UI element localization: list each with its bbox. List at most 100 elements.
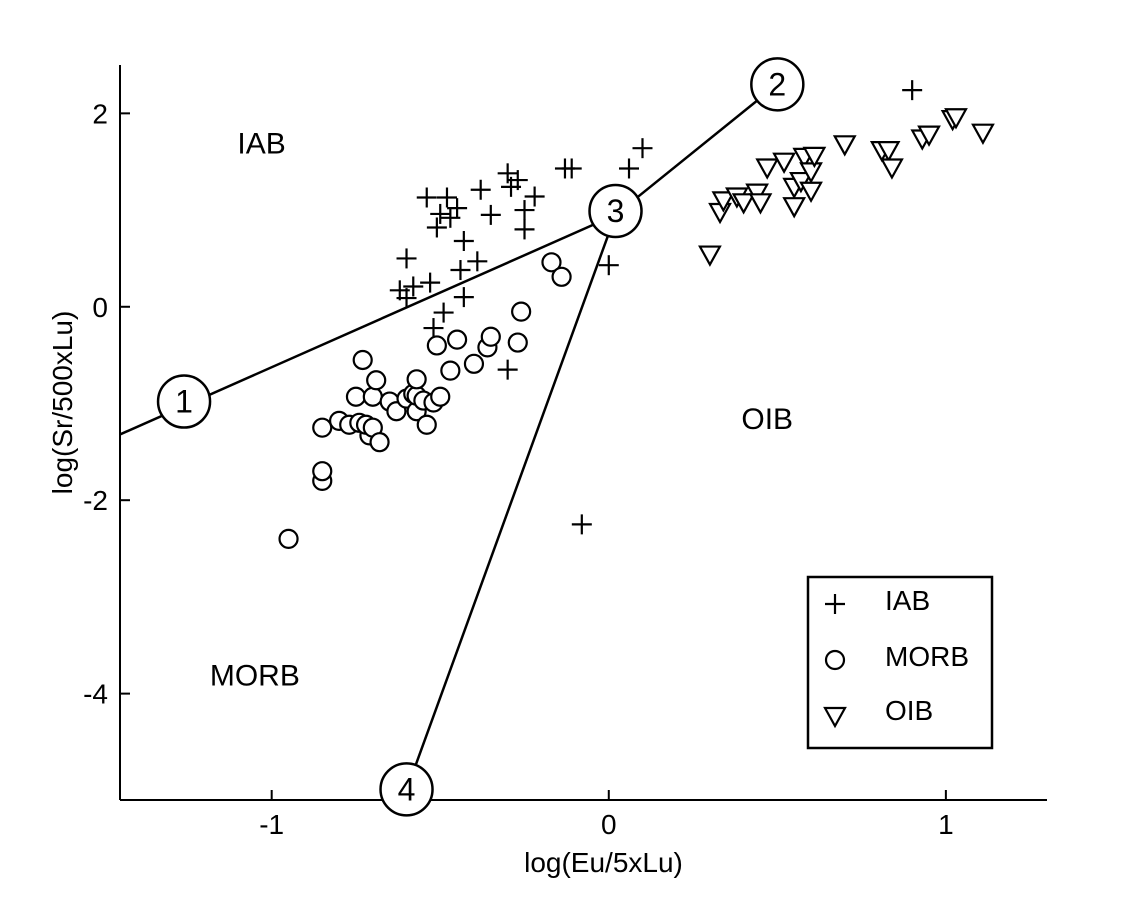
legend-label: OIB — [885, 695, 933, 726]
legend-entry-iab: IAB — [825, 585, 930, 616]
point-oib — [711, 191, 736, 213]
legend-marker — [824, 649, 846, 671]
point-oib — [708, 202, 732, 225]
point-iab — [632, 138, 653, 159]
x-tick-label: -1 — [259, 809, 284, 840]
point-morb — [541, 252, 562, 273]
region-label-morb: MORB — [210, 659, 300, 692]
x-axis-label: log(Eu/5xLu) — [524, 847, 683, 878]
point-morb — [480, 326, 501, 347]
series-oib — [698, 108, 995, 267]
point-oib — [772, 152, 796, 174]
boundary-line — [614, 83, 779, 216]
legend-marker — [825, 594, 845, 614]
point-iab — [514, 200, 535, 221]
point-oib — [880, 158, 904, 180]
point-iab — [453, 231, 474, 252]
field-marker-label: 2 — [768, 66, 786, 102]
point-morb — [366, 370, 387, 391]
point-iab — [470, 179, 491, 200]
field-marker-label: 4 — [398, 771, 416, 807]
point-iab — [396, 248, 417, 269]
point-oib — [971, 123, 995, 145]
point-morb — [430, 386, 451, 407]
point-iab — [598, 255, 619, 276]
field-markers: 1 2 3 4 — [156, 57, 805, 817]
point-iab — [423, 318, 444, 339]
point-iab — [561, 158, 582, 179]
point-iab — [571, 514, 592, 535]
data-points — [278, 80, 995, 549]
field-marker-circle — [156, 374, 212, 429]
point-oib — [876, 141, 901, 163]
point-oib — [799, 162, 823, 184]
point-iab — [436, 187, 457, 208]
point-oib — [782, 197, 807, 219]
point-oib — [832, 135, 857, 157]
point-iab — [619, 158, 640, 179]
legend-marker — [823, 706, 847, 729]
point-iab — [403, 276, 424, 297]
point-morb — [507, 332, 528, 353]
series-morb — [278, 252, 572, 549]
field-marker-4: 4 — [379, 762, 434, 817]
point-iab — [433, 302, 454, 323]
axes: -1 0 1 2 0 -2 -4 log(Eu/5xLu) log(Sr/500xLu) — [47, 65, 1047, 878]
legend-label: MORB — [885, 641, 969, 672]
point-oib — [755, 158, 780, 180]
point-morb — [352, 349, 373, 371]
point-oib — [944, 108, 968, 130]
legend: IAB MORB OIB — [806, 575, 994, 750]
point-morb — [446, 329, 468, 350]
legend-entry-morb: MORB — [824, 641, 969, 672]
point-iab — [420, 272, 441, 293]
point-oib — [731, 193, 756, 215]
x-tick-label: 0 — [601, 809, 617, 840]
legend-entry-oib: OIB — [823, 695, 933, 729]
boundary-line — [405, 214, 617, 791]
point-morb — [278, 528, 299, 549]
point-oib — [917, 125, 941, 147]
point-oib — [799, 181, 823, 203]
y-tick-label: 2 — [92, 98, 108, 129]
point-morb — [551, 266, 572, 287]
field-marker-label: 3 — [607, 193, 625, 229]
point-iab — [501, 176, 522, 197]
y-tick-label: 0 — [92, 292, 108, 323]
point-iab — [440, 207, 461, 228]
point-morb — [406, 369, 427, 390]
point-iab — [453, 287, 474, 308]
point-oib — [748, 193, 773, 215]
field-marker-2: 2 — [750, 57, 805, 112]
point-iab — [467, 251, 488, 272]
field-marker-1: 1 — [156, 374, 212, 429]
point-oib — [802, 146, 827, 169]
region-labels: IAB OIB MORB — [210, 127, 793, 692]
point-morb — [440, 360, 461, 381]
point-iab — [396, 288, 417, 309]
field-marker-circle — [750, 57, 805, 112]
field-marker-3: 3 — [588, 183, 643, 239]
point-morb — [426, 335, 447, 356]
point-iab — [430, 203, 451, 224]
region-label-iab: IAB — [237, 127, 285, 160]
point-iab — [497, 163, 518, 184]
y-tick-label: -2 — [83, 485, 108, 516]
field-marker-circle — [379, 762, 434, 817]
point-morb — [362, 386, 383, 407]
x-tick-label: 1 — [938, 809, 954, 840]
series-iab — [389, 80, 923, 535]
field-marker-label: 1 — [175, 384, 193, 420]
region-label-oib: OIB — [741, 403, 793, 436]
point-iab — [416, 187, 437, 208]
point-iab — [426, 217, 447, 238]
point-iab — [450, 260, 471, 281]
point-morb — [369, 432, 390, 453]
point-morb — [511, 301, 532, 322]
point-iab — [514, 219, 535, 240]
legend-label: IAB — [885, 585, 930, 616]
point-morb — [312, 461, 333, 482]
point-oib — [698, 245, 722, 267]
point-iab — [902, 80, 923, 101]
